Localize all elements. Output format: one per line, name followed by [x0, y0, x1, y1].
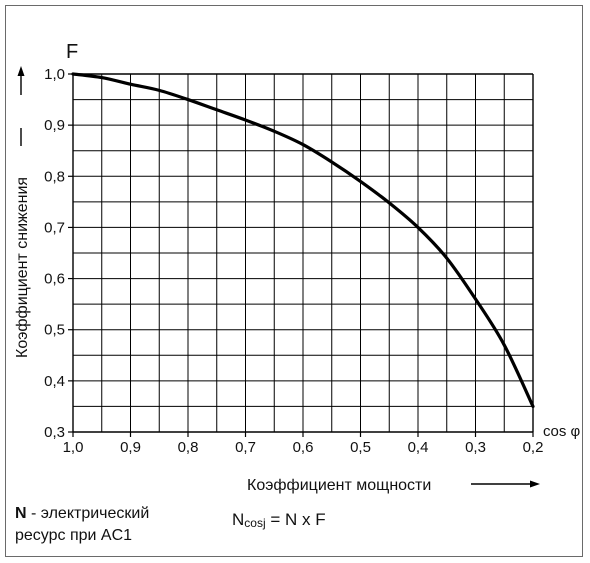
legend-n-bold: N: [15, 505, 27, 522]
x-axis-arrow-head: [530, 480, 540, 488]
chart-frame: [5, 5, 583, 557]
formula-n: N: [232, 510, 245, 529]
legend-n-rest: - электрический: [26, 505, 150, 522]
formula-sub: cosj: [244, 516, 266, 530]
x-tick-label: 0,2: [523, 439, 544, 456]
x-axis-label: Коэффициент мощности: [247, 477, 431, 494]
y-tick-label: 0,5: [44, 322, 65, 339]
y-tick-label: 0,4: [44, 373, 65, 390]
derating-curve: [71, 72, 535, 409]
x-tick-label: 1,0: [63, 439, 84, 456]
y-tick-label: 0,3: [44, 424, 65, 441]
formula: Ncosj = N x F: [232, 510, 326, 530]
legend-line-2: ресурс при AC1: [15, 527, 133, 544]
legend-note: N - электрический ресурс при AC1: [15, 503, 149, 547]
x-tick-label: 0,8: [178, 439, 199, 456]
y-axis-label: Коэффициент снижения: [14, 177, 31, 358]
tick-labels: 1,0 0,9 0,8 0,7 0,6 0,5 0,4 0,3 0,2 0,3 0,4 0,5 0,6 0…: [44, 66, 543, 456]
formula-rest: = N x F: [265, 510, 326, 529]
x-tick-label: 0,9: [120, 439, 141, 456]
x-axis-end-label: cos φ: [543, 423, 581, 440]
y-tick-label: 0,8: [44, 168, 65, 185]
grid: [68, 73, 534, 437]
y-tick-label: 1,0: [44, 66, 65, 83]
y-axis-arrow-head: [17, 66, 25, 76]
x-tick-label: 0,5: [350, 439, 371, 456]
y-tick-label: 0,6: [44, 271, 65, 288]
y-tick-label: 0,9: [44, 117, 65, 134]
y-axis-top-label: F: [66, 41, 78, 63]
x-tick-label: 0,7: [235, 439, 256, 456]
y-tick-label: 0,7: [44, 219, 65, 236]
x-tick-label: 0,4: [408, 439, 429, 456]
x-tick-label: 0,3: [465, 439, 486, 456]
x-tick-label: 0,6: [293, 439, 314, 456]
